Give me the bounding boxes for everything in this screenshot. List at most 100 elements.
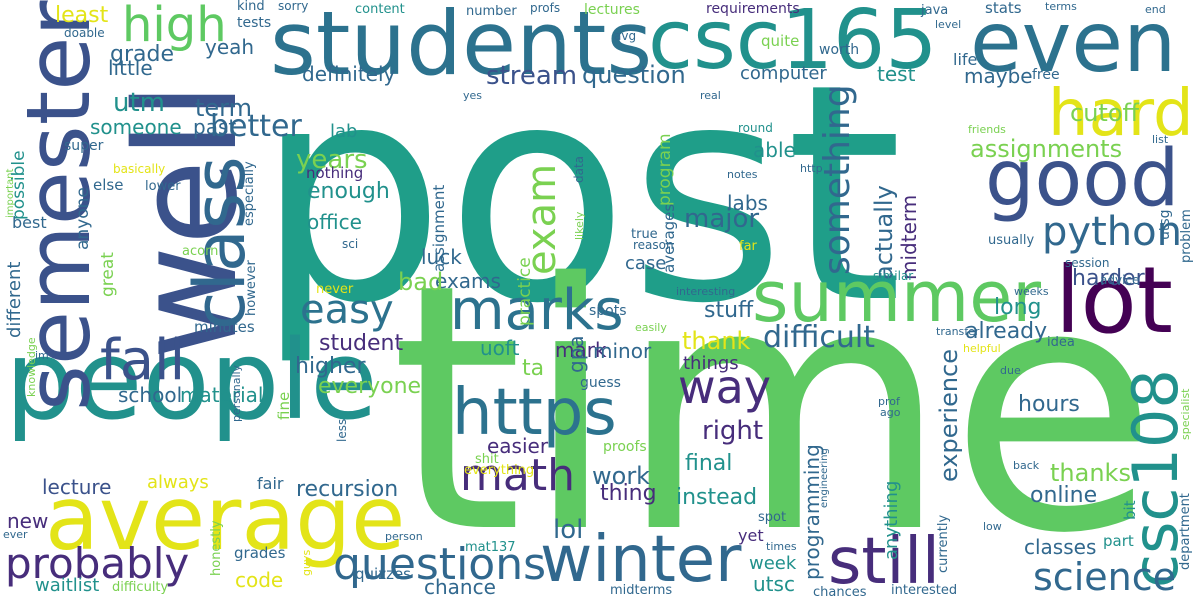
word-easier: easier <box>487 434 549 458</box>
word-similar: similar <box>873 269 914 283</box>
word-thank: thank <box>682 327 751 355</box>
word-right: right <box>702 416 764 446</box>
word-better: better <box>210 109 302 144</box>
word-https: https <box>452 376 617 450</box>
word-minutes: minutes <box>194 318 255 336</box>
word-bit: bit <box>1121 500 1139 520</box>
word-honestly: honestly <box>209 520 224 576</box>
word-im: im <box>35 349 49 362</box>
word-shit: shit <box>475 452 499 467</box>
word-way: way <box>678 360 772 414</box>
word-harder: harder <box>1072 266 1145 291</box>
word-code: code <box>235 568 284 592</box>
word-problem: problem <box>1179 209 1194 263</box>
word-good: good <box>985 134 1180 224</box>
word-long: long <box>994 295 1042 320</box>
word-basically: basically <box>113 162 166 176</box>
word-personally: personally <box>230 364 243 422</box>
word-practice: practice <box>515 257 535 326</box>
word-ta: ta <box>522 356 545 381</box>
word-program: program <box>655 133 675 206</box>
word-already: already <box>965 319 1048 344</box>
word-nothing: nothing <box>306 164 364 182</box>
word-true: true <box>631 227 658 242</box>
word-chance: chance <box>424 575 496 599</box>
word-easy: easy <box>300 287 394 333</box>
word-real: real <box>700 89 721 102</box>
word-content: content <box>355 2 405 17</box>
word-classes: classes <box>1024 535 1097 559</box>
word-engineering: engineering <box>819 448 830 508</box>
word-definitely: definitely <box>302 62 396 86</box>
word-java: java <box>921 3 949 18</box>
word-student: student <box>319 331 404 356</box>
word-spot: spot <box>758 510 787 525</box>
word-prof: prof <box>878 395 900 408</box>
word-gpa: gpa <box>564 335 588 373</box>
word-guess: guess <box>580 375 621 391</box>
word-post: post <box>255 20 903 369</box>
word-doable: doable <box>64 26 105 40</box>
word-list: list <box>1152 133 1169 146</box>
word-able: able <box>753 138 796 162</box>
word-less: less <box>335 418 349 442</box>
word-math: math <box>460 450 575 501</box>
word-data: data <box>572 155 586 183</box>
word-stuff: stuff <box>704 298 754 323</box>
word-enough: enough <box>307 179 390 204</box>
word-easily: easily <box>635 321 667 334</box>
word-department: department <box>1178 493 1193 570</box>
word-end: end <box>1145 3 1166 16</box>
word-spots: spots <box>589 303 627 319</box>
word-question: question <box>582 61 686 89</box>
word-low: low <box>983 520 1002 533</box>
word-lectures: lectures <box>584 2 640 18</box>
word-years: years <box>296 145 368 175</box>
word-however: however <box>244 260 259 316</box>
word-something: something <box>817 84 858 275</box>
word-kind: kind <box>237 0 265 14</box>
word-avg: avg <box>614 29 637 43</box>
word-uoft: uoft <box>480 336 520 360</box>
word-fall: fall <box>100 328 186 393</box>
word-times: times <box>766 540 797 553</box>
word-especially: especially <box>242 161 257 226</box>
word-transfer: transfer <box>936 325 980 338</box>
word-grades: grades <box>234 544 286 562</box>
word-back: back <box>1013 459 1040 472</box>
word-usually: usually <box>988 233 1035 248</box>
word-students: students <box>270 0 653 95</box>
word-people: people <box>5 316 378 444</box>
word-fine: fine <box>275 391 293 420</box>
word-guys: guys <box>300 549 313 576</box>
word-interested: interested <box>891 583 958 598</box>
word-thing: thing <box>600 481 657 506</box>
word-things: things <box>683 353 739 374</box>
word-stats: stats <box>985 0 1022 17</box>
word-possible: possible <box>9 150 29 220</box>
word-knowledge: knowledge <box>25 337 38 397</box>
word-science: science <box>1033 555 1176 599</box>
word-utsc: utsc <box>753 572 795 596</box>
word-specialist: specialist <box>1179 388 1192 440</box>
word-round: round <box>738 121 773 135</box>
word-exams: exams <box>435 269 501 293</box>
word-midterm: midterm <box>897 194 921 280</box>
word-quite: quite <box>761 32 800 50</box>
word-difficulty: difficulty <box>112 580 169 595</box>
word-still: still <box>828 525 940 599</box>
word-due: due <box>1000 364 1021 377</box>
word-worth: worth <box>819 42 860 58</box>
word-mark: mark <box>555 338 607 362</box>
word-weeks: weeks <box>1014 285 1049 298</box>
word-fair: fair <box>257 474 284 493</box>
word-likely: likely <box>573 211 586 240</box>
word-best: best <box>12 213 47 232</box>
word-everyone: everyone <box>318 374 422 399</box>
word-final: final <box>685 451 733 476</box>
word-yes: yes <box>463 89 483 102</box>
word-grade: grade <box>110 42 174 67</box>
word-marks: marks <box>450 278 624 343</box>
word-midterms: midterms <box>610 583 673 598</box>
